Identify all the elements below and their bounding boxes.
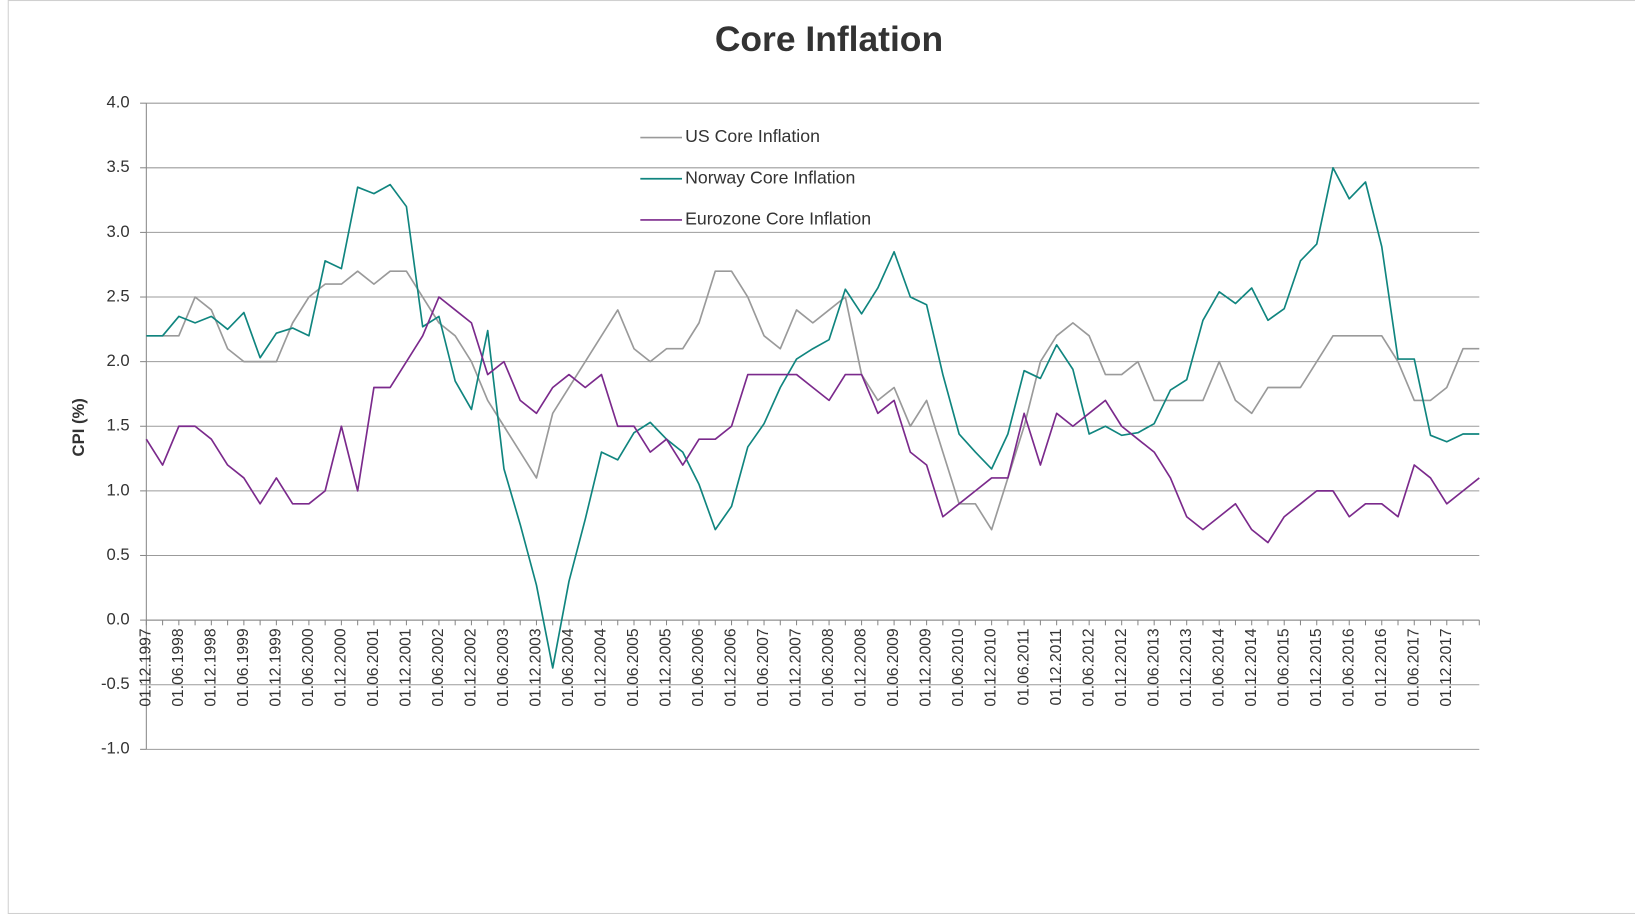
x-tick-label: 01.06.2007 [755,628,772,706]
x-tick-label: 01.12.2008 [853,628,870,707]
y-tick-label: 0.0 [106,610,129,629]
x-tick-label: 01.06.2011 [1015,628,1032,705]
legend-label: Norway Core Inflation [685,167,855,187]
x-tick-label: 01.12.2001 [398,628,415,706]
x-tick-label: 01.06.2001 [365,628,382,706]
legend-label: US Core Inflation [685,126,820,146]
line-series [145,296,1480,544]
x-tick-label: 01.12.1997 [137,628,154,706]
y-axis-title: CPI (%) [69,398,88,456]
x-tick-label: 01.12.2017 [1438,628,1455,706]
x-tick-label: 01.06.2010 [950,628,967,707]
line-series [146,270,1480,531]
y-tick-label: -0.5 [101,674,130,693]
x-tick-label: 01.12.2012 [1113,628,1130,706]
x-tick-label: 01.06.2017 [1405,628,1422,706]
y-tick-label: 1.0 [106,480,129,499]
x-tick-label: 01.06.2006 [690,628,707,706]
x-tick-label: 01.12.2007 [788,628,805,706]
x-tick-label: 01.12.2009 [918,628,935,706]
x-tick-label: 01.12.2004 [593,628,610,707]
x-tick-label: 01.06.2003 [495,628,512,706]
x-tick-label: 01.06.2014 [1210,628,1227,707]
x-tick-label: 01.06.1999 [235,628,252,706]
x-tick-label: 01.06.2013 [1145,628,1162,706]
x-tick-label: 01.06.2008 [820,628,837,707]
line-series [146,166,1480,669]
y-tick-label: 2.0 [106,351,129,370]
x-tick-label: 01.12.2005 [658,628,675,707]
y-tick-label: 4.0 [106,93,129,112]
y-tick-label: 3.0 [106,222,129,241]
chart-frame [7,0,1635,914]
x-tick-label: 01.12.2011 [1048,628,1065,705]
x-tick-label: 01.06.2012 [1080,628,1097,706]
x-tick-label: 01.12.2000 [333,628,350,707]
x-tick-label: 01.12.1999 [268,628,285,706]
x-tick-label: 01.12.2015 [1308,628,1325,707]
x-tick-label: 01.12.2003 [528,628,545,706]
x-tick-label: 01.12.2016 [1373,628,1390,706]
x-tick-label: 01.06.2016 [1340,628,1357,706]
x-tick-label: 01.12.1998 [202,628,219,707]
y-tick-label: 2.5 [106,286,129,305]
x-tick-label: 01.06.2009 [885,628,902,706]
x-tick-label: 01.12.2014 [1243,628,1260,707]
x-tick-label: 01.06.2005 [625,628,642,707]
x-tick-label: 01.12.2010 [983,628,1000,707]
y-tick-label: 1.5 [106,416,129,435]
y-tick-label: 3.5 [106,157,129,176]
x-tick-label: 01.06.2002 [430,628,447,706]
x-tick-label: 01.12.2013 [1178,628,1195,706]
x-tick-label: 01.06.1998 [170,628,187,707]
x-tick-label: 01.06.2000 [300,628,317,707]
x-tick-label: 01.12.2002 [463,628,480,706]
x-tick-label: 01.06.2015 [1275,628,1292,707]
chart-title: Core Inflation [715,19,943,59]
x-tick-label: 01.12.2006 [723,628,740,706]
legend-label: Eurozone Core Inflation [685,209,871,229]
x-tick-label: 01.06.2004 [560,628,577,707]
y-tick-label: 0.5 [106,545,129,564]
y-tick-label: -1.0 [101,739,130,758]
